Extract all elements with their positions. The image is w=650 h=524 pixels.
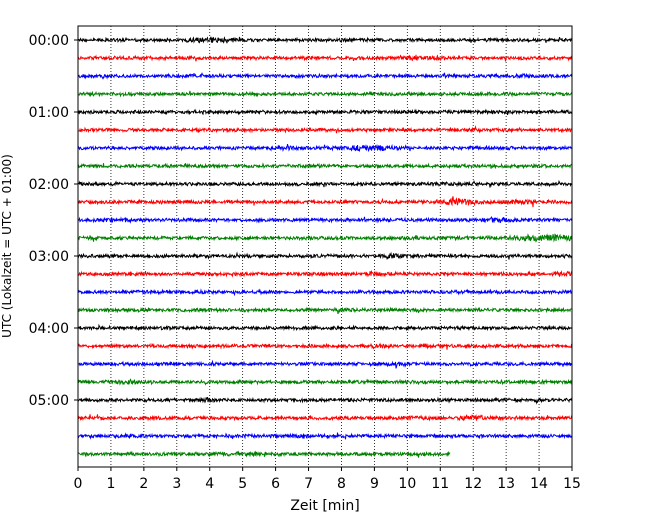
- trace-00-00: [77, 36, 573, 44]
- y-axis-label: UTC (Lokalzeit = UTC + 01:00): [0, 154, 14, 338]
- trace-00-45: [77, 90, 573, 98]
- trace-layer: [77, 36, 573, 458]
- trace-00-15: [77, 54, 573, 62]
- x-tick-label: 11: [431, 476, 449, 492]
- trace-04-00: [77, 323, 573, 332]
- trace-03-15: [77, 269, 573, 278]
- y-tick-label: 00:00: [29, 33, 69, 49]
- trace-04-30: [77, 359, 573, 369]
- trace-03-45: [77, 306, 573, 315]
- y-tick-label: 02:00: [29, 177, 69, 193]
- x-tick-label: 0: [74, 476, 83, 492]
- x-tick-label: 13: [497, 476, 515, 492]
- x-tick-label: 7: [304, 476, 313, 492]
- trace-01-45: [77, 162, 573, 170]
- y-ticks: 00:00 01:00 02:00 03:00 04:00 05:00: [29, 33, 78, 409]
- trace-01-15: [77, 125, 573, 134]
- trace-02-15: [77, 196, 573, 208]
- trace-04-15: [77, 342, 573, 350]
- trace-05-15: [77, 414, 573, 422]
- trace-02-30: [77, 216, 573, 224]
- x-tick-label: 12: [464, 476, 482, 492]
- x-tick-label: 3: [172, 476, 181, 492]
- trace-03-00: [77, 251, 573, 261]
- x-axis-label: Zeit [min]: [290, 498, 359, 514]
- y-tick-label: 03:00: [29, 249, 69, 265]
- x-ticks: 0 1 2 3 4 5 6 7 8 9 10 11 12 13 14 15: [74, 467, 581, 492]
- trace-02-00: [77, 179, 573, 188]
- trace-05-30: [77, 432, 573, 440]
- y-tick-label: 01:00: [29, 105, 69, 121]
- trace-04-45: [77, 378, 573, 386]
- trace-05-00: [77, 396, 573, 405]
- y-tick-label: 04:00: [29, 321, 69, 337]
- trace-00-30: [77, 72, 573, 80]
- x-tick-label: 6: [271, 476, 280, 492]
- x-tick-label: 2: [139, 476, 148, 492]
- x-tick-label: 14: [530, 476, 548, 492]
- trace-01-00: [77, 108, 573, 116]
- x-tick-label: 8: [337, 476, 346, 492]
- y-tick-label: 05:00: [29, 393, 69, 409]
- x-tick-label: 5: [238, 476, 247, 492]
- x-tick-label: 9: [370, 476, 379, 492]
- x-tick-label: 1: [106, 476, 115, 492]
- x-tick-label: 4: [205, 476, 214, 492]
- trace-05-45: [77, 450, 451, 458]
- trace-01-30: [77, 143, 573, 153]
- x-tick-label: 10: [398, 476, 416, 492]
- trace-03-30: [77, 288, 573, 297]
- x-tick-label: 15: [563, 476, 581, 492]
- plot-frame: [77, 25, 573, 468]
- trace-02-45: [77, 233, 573, 243]
